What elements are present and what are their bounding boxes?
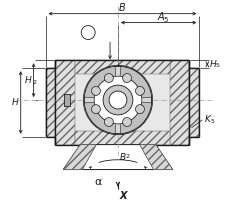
Circle shape [122, 73, 131, 82]
Bar [55, 60, 189, 145]
Circle shape [94, 76, 141, 124]
Circle shape [122, 118, 131, 126]
Text: 5: 5 [209, 119, 213, 124]
Wedge shape [120, 66, 151, 98]
Circle shape [135, 86, 144, 95]
Text: 5: 5 [163, 17, 167, 23]
Text: α: α [94, 177, 101, 187]
Bar [169, 60, 189, 145]
Polygon shape [139, 145, 172, 170]
Bar [189, 68, 199, 137]
Text: H: H [12, 98, 19, 107]
Text: H: H [208, 60, 215, 69]
Circle shape [91, 105, 100, 114]
Text: A: A [157, 12, 163, 22]
Text: B: B [120, 153, 125, 162]
Circle shape [81, 26, 95, 39]
Circle shape [84, 66, 151, 134]
Text: B: B [119, 3, 125, 13]
Circle shape [91, 86, 100, 95]
Wedge shape [120, 102, 151, 134]
Text: X: X [120, 191, 127, 201]
Text: 2: 2 [125, 154, 129, 159]
Polygon shape [63, 145, 172, 170]
Circle shape [109, 91, 126, 109]
Text: 2: 2 [32, 80, 36, 85]
Text: 5: 5 [214, 63, 218, 68]
Wedge shape [84, 102, 115, 134]
Bar [45, 68, 55, 137]
Bar [75, 60, 169, 74]
Polygon shape [63, 145, 96, 170]
Bar [55, 60, 75, 145]
Bar [75, 131, 169, 145]
Circle shape [104, 118, 113, 126]
Wedge shape [84, 66, 115, 98]
Bar [64, 94, 70, 106]
Polygon shape [82, 145, 153, 170]
Text: H: H [25, 76, 32, 85]
Circle shape [104, 73, 113, 82]
Text: K: K [203, 115, 209, 124]
Circle shape [135, 105, 144, 114]
Text: 1: 1 [85, 28, 90, 37]
Circle shape [103, 85, 132, 115]
